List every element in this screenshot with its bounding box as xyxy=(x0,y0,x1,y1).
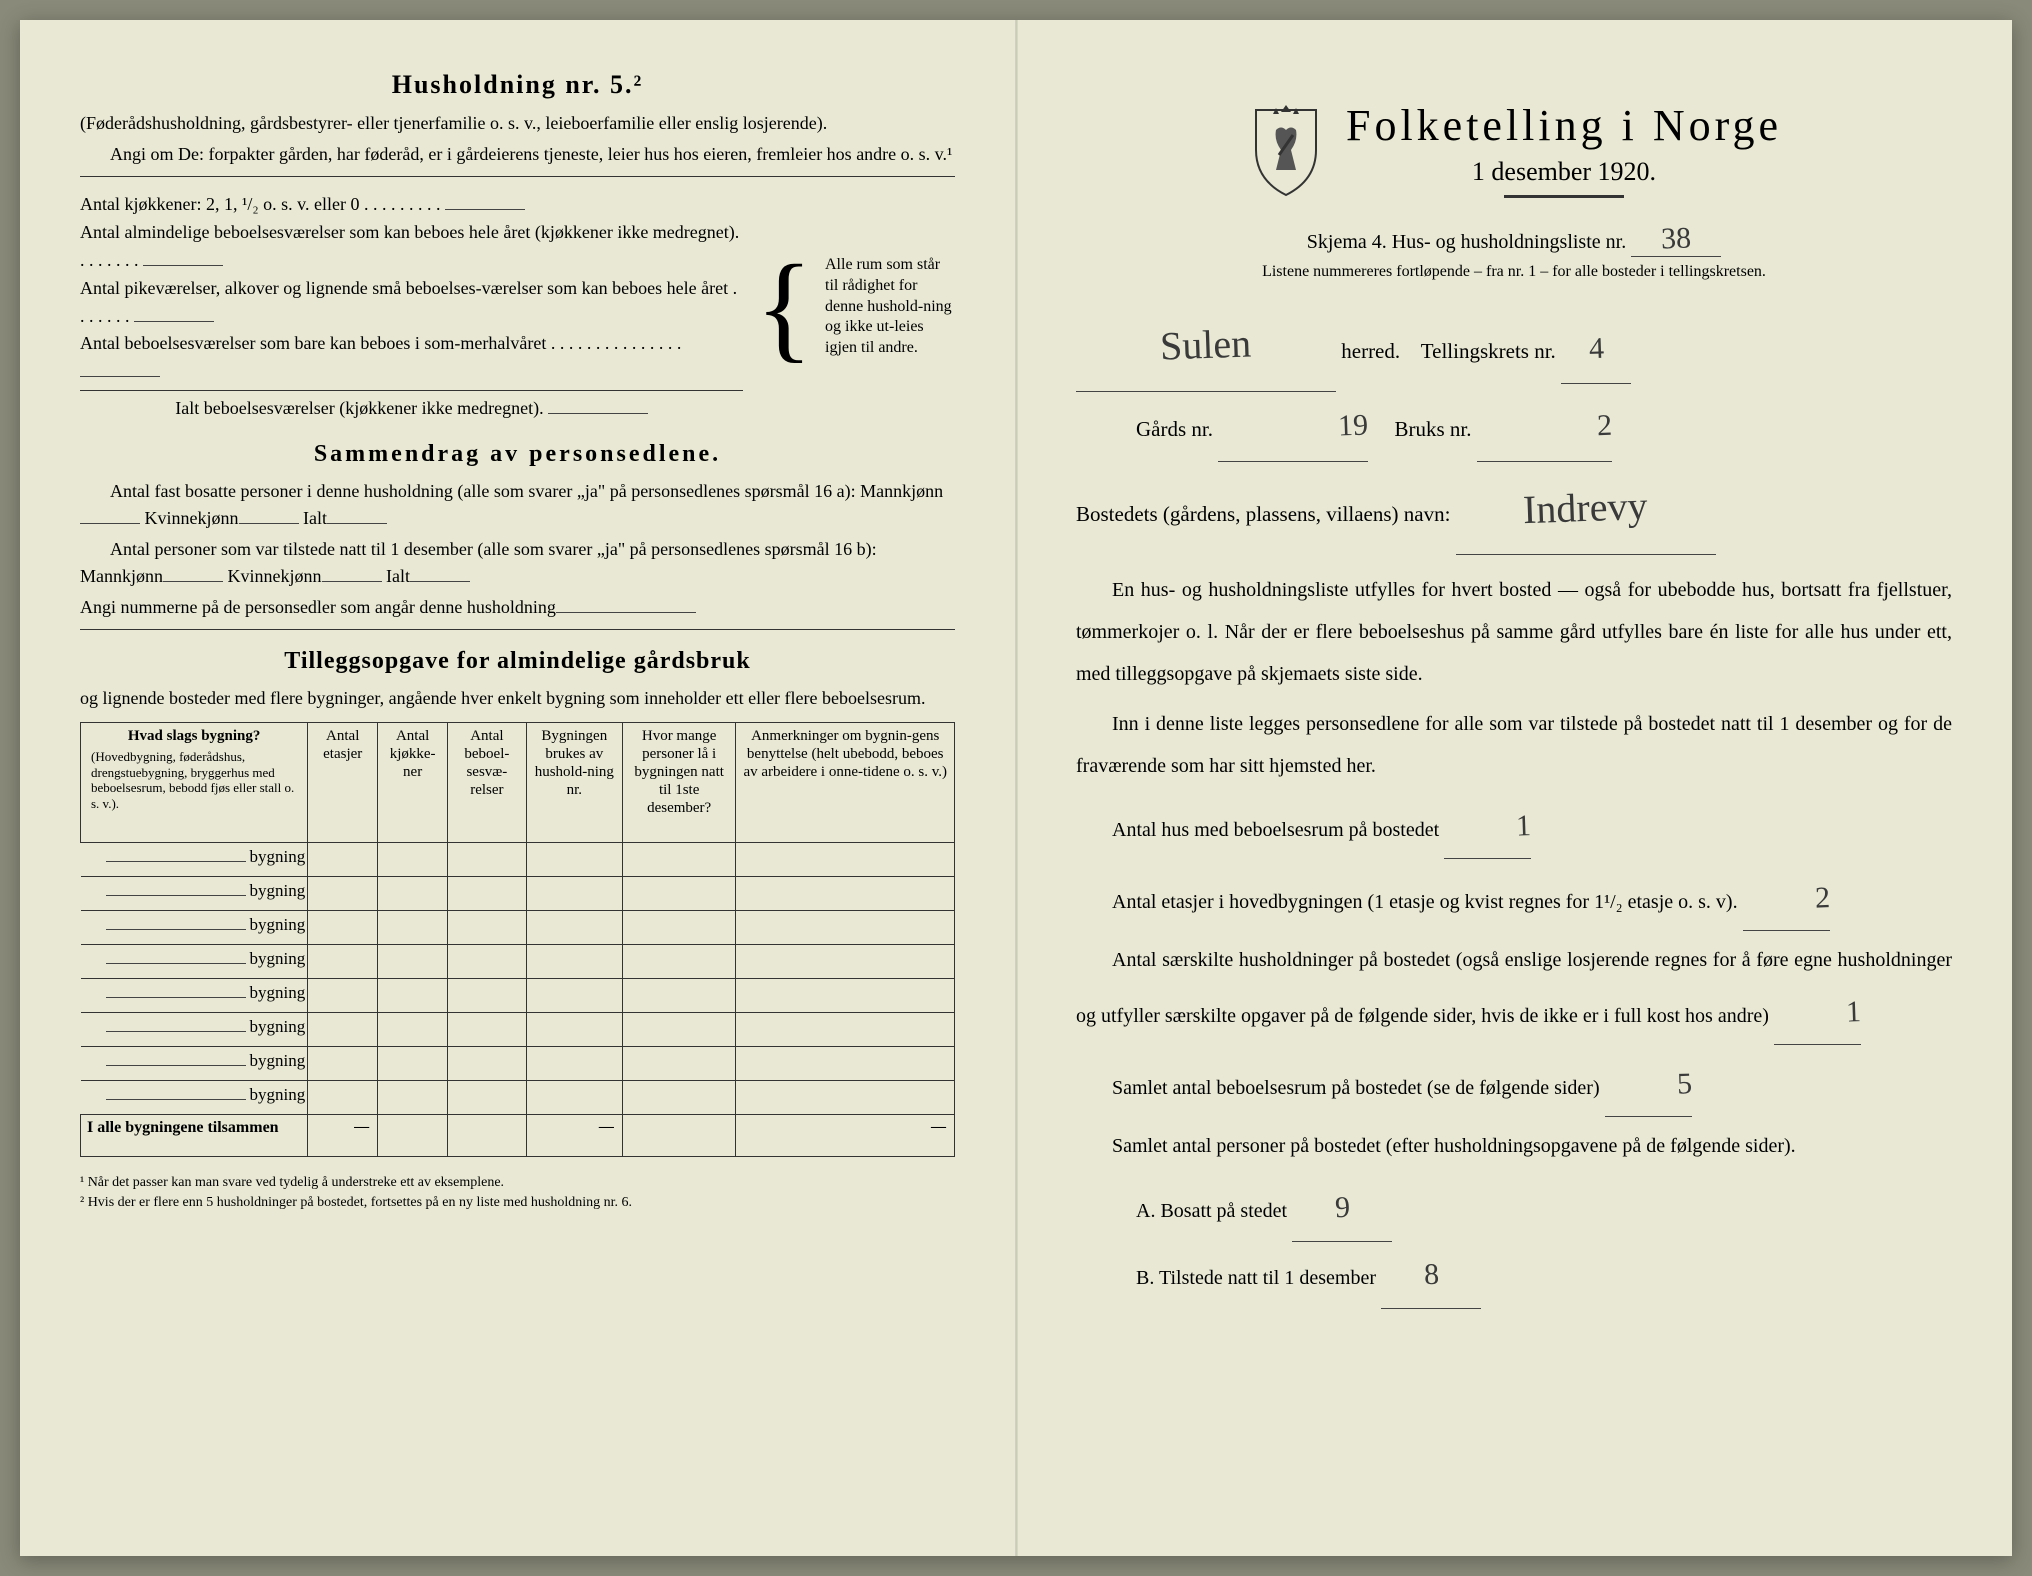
header-block: Folketelling i Norge 1 desember 1920. xyxy=(1076,100,1952,212)
intro-angi: Angi om De: forpakter gården, har føderå… xyxy=(80,141,955,168)
table-row: bygning xyxy=(81,1047,955,1081)
listene-note: Listene nummereres fortløpende – fra nr.… xyxy=(1076,263,1952,281)
th-col5: Bygningen brukes av hushold-ning nr. xyxy=(526,723,622,843)
intro-paren: (Føderådshusholdning, gårdsbestyrer- ell… xyxy=(80,110,955,137)
footnote-2: ² Hvis der er flere enn 5 husholdninger … xyxy=(80,1193,955,1213)
title-underline xyxy=(1504,195,1624,198)
left-page: Husholdning nr. 5.² (Føderådshusholdning… xyxy=(20,20,1016,1556)
tillegg-heading: Tilleggsopgave for almindelige gårdsbruk xyxy=(80,648,955,675)
q2-line: Antal etasjer i hovedbygningen (1 etasje… xyxy=(1076,867,1952,931)
herred-line: Sulen herred. Tellingskrets nr. 4 xyxy=(1076,299,1952,392)
table-row: bygning xyxy=(81,843,955,877)
th-col2: Antal etasjer xyxy=(308,723,378,843)
para-2: Inn i denne liste legges personsedlene f… xyxy=(1076,703,1952,787)
table-row: bygning xyxy=(81,945,955,979)
q1-line: Antal hus med beboelsesrum på bostedet 1 xyxy=(1076,795,1952,859)
ab-list: A. Bosatt på stedet 9 B. Tilstede natt t… xyxy=(1136,1175,1952,1309)
table-row: bygning xyxy=(81,1081,955,1115)
s2-line1: Antal fast bosatte personer i denne hush… xyxy=(80,478,955,532)
kjokken-line: Antal kjøkkener: 2, 1, ¹/₂ o. s. v. elle… xyxy=(80,191,743,219)
th-col7: Anmerkninger om bygnin-gens benyttelse (… xyxy=(736,723,955,843)
table-row: bygning xyxy=(81,911,955,945)
table-row: bygning xyxy=(81,979,955,1013)
table-total-row: I alle bygningene tilsammen — — — xyxy=(81,1115,955,1157)
bygning-table: Hvad slags bygning? (Hovedbygning, føder… xyxy=(80,722,955,1157)
bosted-line: Bostedets (gårdens, plassens, villaens) … xyxy=(1076,462,1952,555)
census-document: Husholdning nr. 5.² (Føderådshusholdning… xyxy=(20,20,2012,1556)
gards-bruks-line: Gårds nr. 19 Bruks nr. 2 xyxy=(1076,392,1952,462)
table-row: bygning xyxy=(81,877,955,911)
brace-note: Alle rum som står til rådighet for denne… xyxy=(825,255,955,359)
skjema-line: Skjema 4. Hus- og husholdningsliste nr. … xyxy=(1076,222,1952,257)
s2-line2: Antal personer som var tilstede natt til… xyxy=(80,536,955,590)
para-1: En hus- og husholdningsliste utfylles fo… xyxy=(1076,569,1952,695)
th-col1: Hvad slags bygning? (Hovedbygning, føder… xyxy=(81,723,308,843)
brace-line-1: Antal almindelige beboelsesværelser som … xyxy=(80,219,743,275)
sammendrag-heading: Sammendrag av personsedlene. xyxy=(80,441,955,468)
right-page: Folketelling i Norge 1 desember 1920. Sk… xyxy=(1016,20,2012,1556)
main-title: Folketelling i Norge xyxy=(1346,100,1782,151)
sum-rooms-line: Ialt beboelsesværelser (kjøkkener ikke m… xyxy=(80,395,743,423)
q4-line: Samlet antal beboelsesrum på bostedet (s… xyxy=(1076,1053,1952,1117)
th-col6: Hvor mange personer lå i bygningen natt … xyxy=(622,723,736,843)
qA-line: A. Bosatt på stedet 9 xyxy=(1136,1175,1952,1242)
sub-title: 1 desember 1920. xyxy=(1346,157,1782,187)
brace-line-3: Antal beboelsesværelser som bare kan beb… xyxy=(80,330,743,386)
form-fields: Sulen herred. Tellingskrets nr. 4 Gårds … xyxy=(1076,299,1952,555)
th-col4: Antal beboel-sesvæ-relser xyxy=(448,723,527,843)
footnotes: ¹ Når det passer kan man svare ved tydel… xyxy=(80,1173,955,1212)
q3-line: Antal særskilte husholdninger på bostede… xyxy=(1076,939,1952,1045)
footnote-1: ¹ Når det passer kan man svare ved tydel… xyxy=(80,1173,955,1193)
norway-crest-icon xyxy=(1246,100,1326,200)
table-row: bygning xyxy=(81,1013,955,1047)
divider xyxy=(80,176,955,177)
q5-line: Samlet antal personer på bostedet (efter… xyxy=(1076,1125,1952,1167)
s2-line3: Angi nummerne på de personsedler som ang… xyxy=(80,594,955,621)
curly-brace-icon: { xyxy=(755,247,813,367)
qB-line: B. Tilstede natt til 1 desember 8 xyxy=(1136,1242,1952,1309)
tillegg-sub: og lignende bosteder med flere bygninger… xyxy=(80,685,955,712)
body-paragraphs: En hus- og husholdningsliste utfylles fo… xyxy=(1076,569,1952,1167)
brace-line-2: Antal pikeværelser, alkover og lignende … xyxy=(80,275,743,331)
husholdning-heading: Husholdning nr. 5.² xyxy=(80,70,955,100)
th-col3: Antal kjøkke-ner xyxy=(378,723,448,843)
rooms-brace-section: Antal kjøkkener: 2, 1, ¹/₂ o. s. v. elle… xyxy=(80,191,955,423)
